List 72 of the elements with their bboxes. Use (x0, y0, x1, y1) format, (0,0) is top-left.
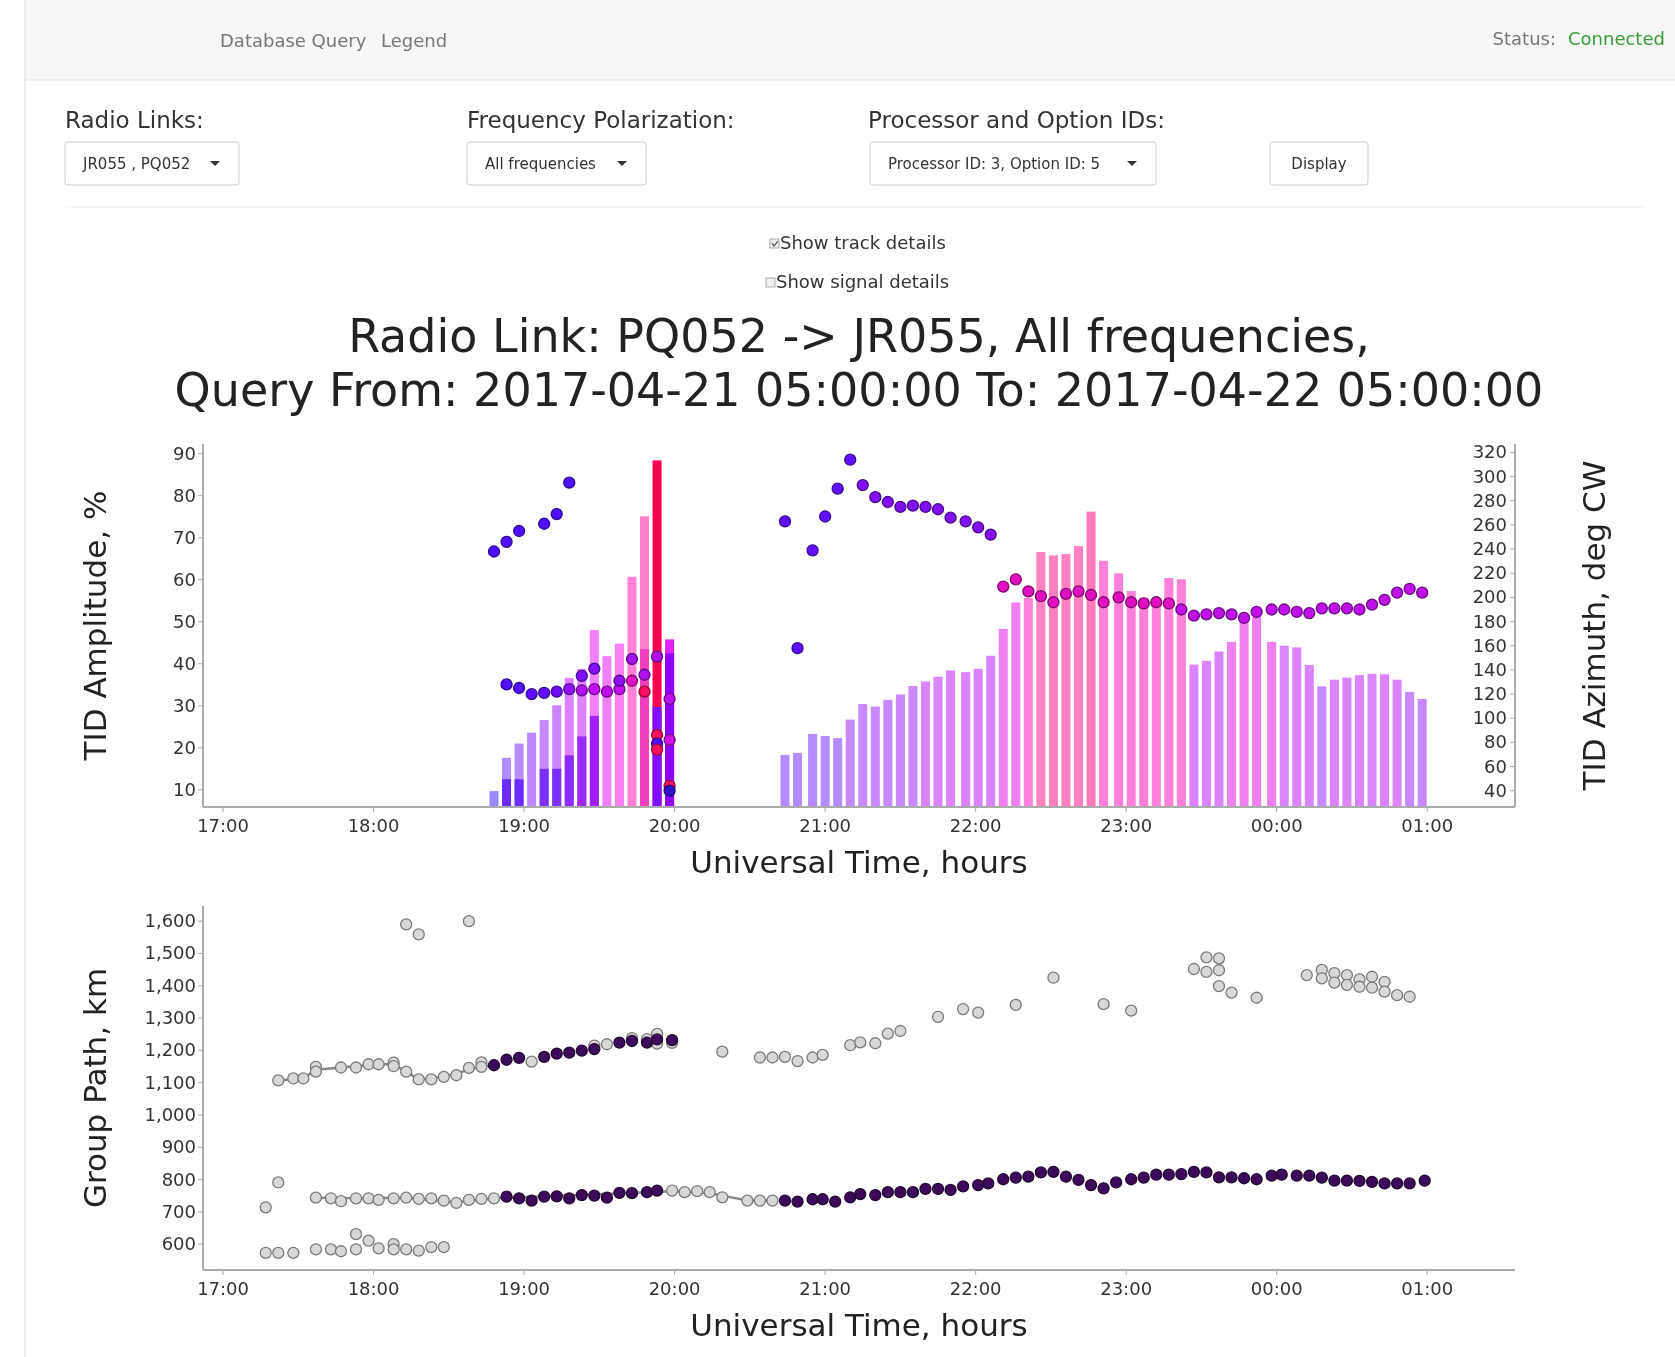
chart-title: Radio Link: PQ052 -> JR055, All frequencies, Query From: 2017-04-21 05:00:00 To: 2017-04-22 05:00:00 (174, 309, 1544, 417)
y-tick-label: 60 (173, 568, 196, 590)
text: Display (1291, 155, 1347, 173)
x-tick-label: 18:00 (347, 815, 400, 836)
x-tick-label: 21:00 (799, 1278, 852, 1299)
y-tick-label: 70 (173, 526, 196, 548)
y2-tick-label: 180 (1472, 610, 1507, 632)
text: Frequency Polarization: (467, 107, 735, 133)
x-axis-title: Universal Time, hours (690, 844, 1028, 880)
y2-tick-label: 200 (1472, 586, 1507, 608)
y2-tick-label: 140 (1472, 658, 1507, 680)
y-tick-label: 800 (161, 1168, 196, 1190)
y-axis-title: TID Amplitude, % (77, 490, 113, 762)
x-tick-label: 00:00 (1250, 815, 1303, 836)
x-tick-label: 19:00 (498, 1278, 551, 1299)
y2-tick-label: 80 (1484, 731, 1507, 753)
x-tick-label: 21:00 (799, 815, 852, 836)
x-tick-label: 22:00 (949, 1278, 1002, 1299)
y-tick-label: 10 (173, 778, 196, 800)
y-tick-label: 40 (173, 652, 196, 674)
y-tick-label: 20 (173, 736, 196, 758)
y-tick-label: 1,200 (144, 1039, 196, 1061)
y-tick-label: 1,000 (144, 1103, 196, 1125)
y-tick-label: 30 (173, 694, 196, 716)
x-tick-label: 19:00 (498, 815, 551, 836)
y-tick-label: 700 (161, 1200, 196, 1222)
y-tick-label: 80 (173, 484, 196, 506)
y2-tick-label: 120 (1472, 683, 1507, 705)
x-tick-label: 01:00 (1401, 1278, 1454, 1299)
y2-tick-label: 160 (1472, 634, 1507, 656)
y2-tick-label: 60 (1484, 755, 1507, 777)
y2-tick-label: 240 (1472, 538, 1507, 560)
text: Processor and Option IDs: (868, 107, 1165, 133)
text: Status: (1492, 28, 1556, 49)
text: Connected (1568, 28, 1665, 49)
y-tick-label: 600 (161, 1233, 196, 1255)
text: Radio Links: (65, 107, 204, 133)
text: Legend (381, 30, 448, 51)
y-tick-label: 50 (173, 610, 196, 632)
y-axis-title: Group Path, km (77, 967, 113, 1209)
text: Processor ID: 3, Option ID: 5 (888, 155, 1101, 173)
y2-tick-label: 40 (1484, 779, 1507, 801)
x-tick-label: 23:00 (1100, 1278, 1153, 1299)
y-tick-label: 900 (161, 1136, 196, 1158)
y2-tick-label: 100 (1472, 707, 1507, 729)
y-tick-label: 1,100 (144, 1071, 196, 1093)
x-tick-label: 17:00 (197, 1278, 250, 1299)
y2-tick-label: 300 (1472, 465, 1507, 487)
y2-tick-label: 320 (1472, 441, 1507, 463)
y-tick-label: 90 (173, 442, 196, 464)
y2-axis-title: TID Azimuth, deg CW (1576, 460, 1612, 792)
y-tick-label: 1,400 (144, 974, 196, 996)
y-tick-label: 1,300 (144, 1007, 196, 1029)
x-tick-label: 22:00 (949, 815, 1002, 836)
text: Show track details (780, 232, 946, 253)
text: All frequencies (485, 155, 597, 173)
x-tick-label: 00:00 (1250, 1278, 1303, 1299)
x-tick-label: 01:00 (1401, 815, 1454, 836)
text: Database Query (220, 30, 367, 51)
x-tick-label: 20:00 (648, 815, 701, 836)
y-tick-label: 1,500 (144, 942, 196, 964)
y2-tick-label: 260 (1472, 513, 1507, 535)
y2-tick-label: 280 (1472, 489, 1507, 511)
text: JR055 , PQ052 (82, 155, 191, 173)
y2-tick-label: 220 (1472, 562, 1507, 584)
x-tick-label: 18:00 (347, 1278, 400, 1299)
x-tick-label: 20:00 (648, 1278, 701, 1299)
y-tick-label: 1,600 (144, 910, 196, 932)
x-tick-label: 23:00 (1100, 815, 1153, 836)
x-axis-title: Universal Time, hours (690, 1307, 1028, 1343)
text: Show signal details (776, 271, 950, 292)
x-tick-label: 17:00 (197, 815, 250, 836)
